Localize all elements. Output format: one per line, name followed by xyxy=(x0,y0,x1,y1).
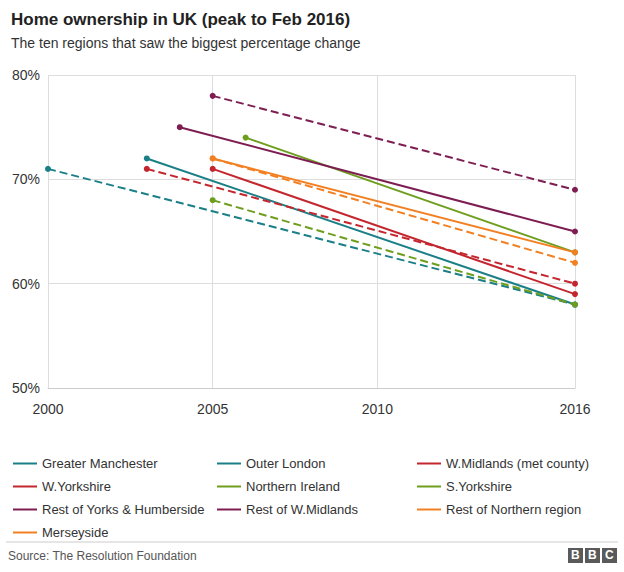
svg-text:Northern Ireland: Northern Ireland xyxy=(246,479,340,494)
svg-text:2000: 2000 xyxy=(32,401,63,417)
svg-text:Home ownership in UK (peak to: Home ownership in UK (peak to Feb 2016) xyxy=(11,10,350,29)
svg-text:2010: 2010 xyxy=(362,401,393,417)
svg-text:Merseyside: Merseyside xyxy=(42,525,108,540)
svg-text:W.Yorkshire: W.Yorkshire xyxy=(42,479,111,494)
svg-text:C: C xyxy=(605,548,614,562)
svg-text:50%: 50% xyxy=(12,380,40,396)
svg-text:Greater Manchester: Greater Manchester xyxy=(42,456,158,471)
svg-text:Rest of W.Midlands: Rest of W.Midlands xyxy=(246,502,358,517)
svg-text:2005: 2005 xyxy=(197,401,228,417)
svg-text:Rest of Northern region: Rest of Northern region xyxy=(446,502,581,517)
svg-text:60%: 60% xyxy=(12,276,40,292)
svg-text:Rest of Yorks & Humberside: Rest of Yorks & Humberside xyxy=(42,502,205,517)
svg-text:Outer London: Outer London xyxy=(246,456,326,471)
svg-text:W.Midlands (met county): W.Midlands (met county) xyxy=(446,456,589,471)
svg-text:Source: The Resolution Foundat: Source: The Resolution Foundation xyxy=(8,549,197,563)
svg-text:2016: 2016 xyxy=(559,401,590,417)
svg-text:70%: 70% xyxy=(12,171,40,187)
svg-text:80%: 80% xyxy=(12,67,40,83)
svg-text:S.Yorkshire: S.Yorkshire xyxy=(446,479,512,494)
svg-text:The ten regions that saw the b: The ten regions that saw the biggest per… xyxy=(11,35,361,51)
svg-text:B: B xyxy=(571,548,580,562)
svg-text:B: B xyxy=(588,548,597,562)
